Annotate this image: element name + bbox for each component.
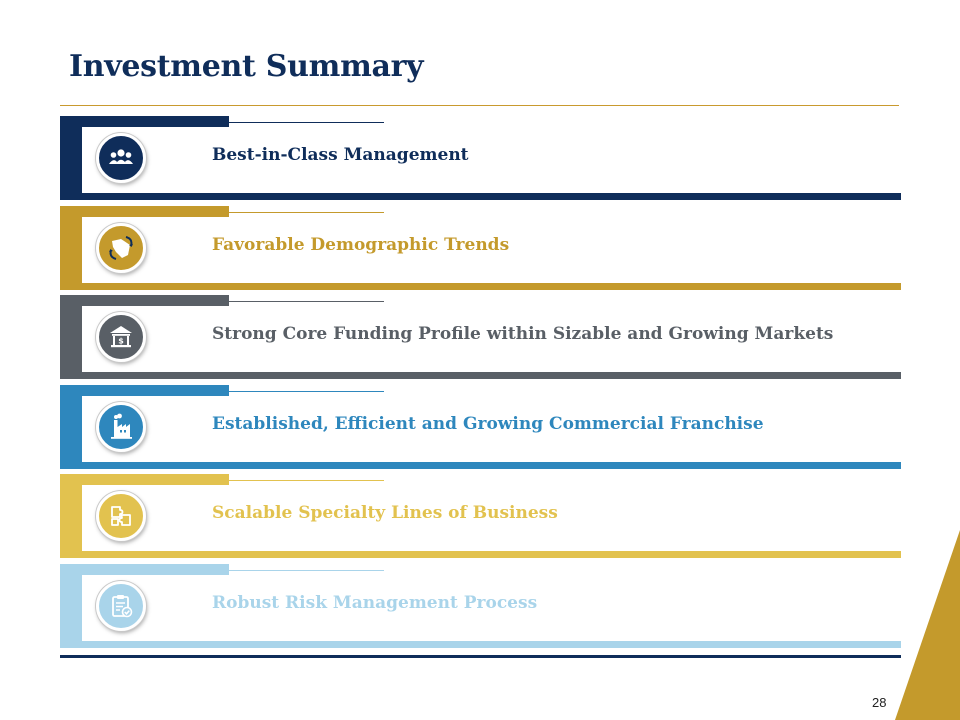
accent-underline — [60, 462, 901, 469]
accent-tab — [60, 206, 229, 217]
accent-line — [229, 480, 384, 481]
accent-tab — [60, 474, 229, 485]
accent-line — [229, 391, 384, 392]
accent-bar — [60, 564, 82, 648]
accent-underline — [60, 283, 901, 290]
accent-underline — [60, 641, 901, 648]
bank-building-icon: $ — [96, 312, 146, 362]
title-divider — [60, 105, 899, 106]
summary-item-risk: Robust Risk Management Process — [60, 564, 901, 648]
summary-item-label: Scalable Specialty Lines of Business — [212, 503, 558, 523]
gold-corner-triangle — [895, 530, 960, 720]
accent-bar — [60, 295, 82, 379]
accent-line — [229, 301, 384, 302]
accent-bar — [60, 206, 82, 290]
accent-underline — [60, 193, 901, 200]
summary-item-specialty: Scalable Specialty Lines of Business — [60, 474, 901, 558]
svg-text:$: $ — [118, 337, 124, 346]
accent-bar — [60, 116, 82, 200]
accent-bar — [60, 474, 82, 558]
summary-item-management: Best-in-Class Management — [60, 116, 901, 200]
summary-item-label: Strong Core Funding Profile within Sizab… — [212, 324, 834, 344]
accent-underline — [60, 551, 901, 558]
summary-item-label: Best-in-Class Management — [212, 145, 469, 165]
page-title: Investment Summary — [69, 49, 424, 84]
summary-item-label: Robust Risk Management Process — [212, 593, 538, 613]
accent-tab — [60, 295, 229, 306]
summary-item-demographics: Favorable Demographic Trends — [60, 206, 901, 290]
accent-bar — [60, 385, 82, 469]
accent-line — [229, 212, 384, 213]
accent-tab — [60, 385, 229, 396]
page-number: 28 — [872, 695, 887, 710]
summary-item-label: Established, Efficient and Growing Comme… — [212, 414, 764, 434]
summary-item-funding: $ Strong Core Funding Profile within Siz… — [60, 295, 901, 379]
people-group-icon — [96, 133, 146, 183]
accent-line — [229, 570, 384, 571]
summary-item-commercial: Established, Efficient and Growing Comme… — [60, 385, 901, 469]
accent-tab — [60, 116, 229, 127]
factory-icon — [96, 402, 146, 452]
summary-item-label: Favorable Demographic Trends — [212, 235, 510, 255]
bottom-divider — [60, 655, 901, 658]
puzzle-pieces-icon — [96, 491, 146, 541]
clipboard-check-icon — [96, 581, 146, 631]
accent-underline — [60, 372, 901, 379]
accent-line — [229, 122, 384, 123]
state-map-arrows-icon — [96, 223, 146, 273]
accent-tab — [60, 564, 229, 575]
